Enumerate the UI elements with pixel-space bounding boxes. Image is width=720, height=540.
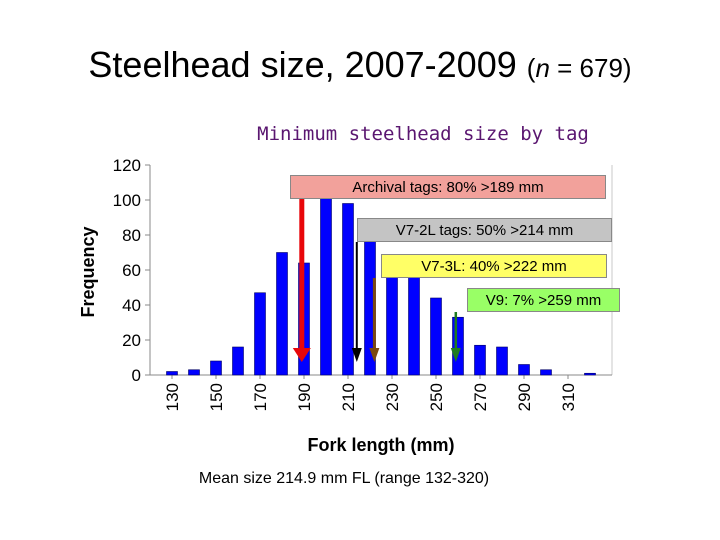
y-tick-label: 20 bbox=[122, 331, 141, 350]
bar bbox=[496, 346, 508, 376]
x-axis-label: Fork length (mm) bbox=[308, 435, 455, 455]
annotation-arrow-head bbox=[351, 348, 362, 362]
bar bbox=[210, 360, 222, 376]
footnote: Mean size 214.9 mm FL (range 132-320) bbox=[199, 470, 489, 487]
bar bbox=[166, 371, 178, 376]
x-tick-label: 150 bbox=[207, 383, 226, 411]
x-tick-label: 270 bbox=[471, 383, 490, 411]
x-tick-label: 310 bbox=[559, 383, 578, 411]
bar bbox=[188, 369, 200, 376]
x-tick-label: 250 bbox=[427, 383, 446, 411]
slide-title-text: Steelhead size, 2007-2009 bbox=[88, 44, 517, 85]
slide-title: Steelhead size, 2007-2009 (n = 679) bbox=[0, 44, 720, 86]
annotation-arrow-head bbox=[369, 348, 380, 362]
bar bbox=[342, 203, 354, 376]
y-tick-label: 100 bbox=[113, 191, 141, 210]
bar bbox=[540, 369, 552, 376]
bar bbox=[430, 297, 442, 376]
x-tick-label: 290 bbox=[515, 383, 534, 411]
y-axis-label: Frequency bbox=[78, 226, 98, 317]
annotation-arrow-head bbox=[450, 348, 461, 362]
y-tick-label: 120 bbox=[113, 156, 141, 175]
y-tick-label: 80 bbox=[122, 226, 141, 245]
bar bbox=[584, 372, 596, 376]
y-tick-label: 40 bbox=[122, 296, 141, 315]
annotation-callout: V7-3L: 40% >222 mm bbox=[381, 254, 607, 278]
bar bbox=[276, 252, 288, 376]
chart-title: Minimum steelhead size by tag bbox=[257, 123, 589, 145]
annotation-arrows bbox=[292, 199, 461, 362]
x-tick-label: 130 bbox=[163, 383, 182, 411]
annotation-callout: V9: 7% >259 mm bbox=[467, 288, 620, 312]
bar bbox=[232, 346, 244, 376]
annotation-callout: V7-2L tags: 50% >214 mm bbox=[357, 218, 612, 242]
x-tick-label: 190 bbox=[295, 383, 314, 411]
bar bbox=[474, 344, 486, 376]
bar bbox=[518, 364, 530, 376]
annotation-callout: Archival tags: 80% >189 mm bbox=[290, 175, 606, 199]
bar bbox=[452, 316, 464, 376]
x-tick-label: 210 bbox=[339, 383, 358, 411]
annotation-arrow-head bbox=[292, 348, 311, 362]
x-tick-label: 170 bbox=[251, 383, 270, 411]
x-axis: 130 150 170 190 210 230 250 270 290 310 bbox=[163, 375, 578, 411]
x-tick-label: 230 bbox=[383, 383, 402, 411]
y-axis: 0 20 40 60 80 100 120 bbox=[113, 156, 150, 385]
bar bbox=[254, 292, 266, 376]
y-tick-label: 0 bbox=[132, 366, 141, 385]
y-tick-label: 60 bbox=[122, 261, 141, 280]
sample-size: (n = 679) bbox=[526, 53, 632, 83]
